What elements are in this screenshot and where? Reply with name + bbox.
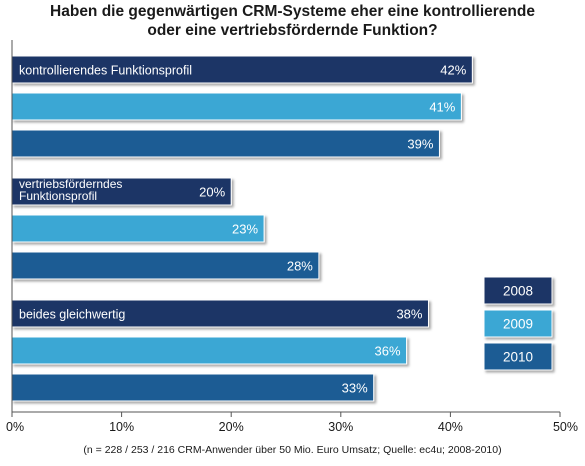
legend-swatch-2009 bbox=[483, 309, 553, 338]
bar-2010-cat3 bbox=[11, 373, 375, 402]
legend-label-2008: 2008 bbox=[503, 284, 533, 299]
bar-2009-cat3 bbox=[11, 336, 408, 365]
chart-title-line-2: oder eine vertriebsfördernde Funktion? bbox=[147, 22, 438, 39]
chart-title: Haben die gegenwärtigen CRM-Systeme eher… bbox=[0, 2, 585, 40]
bar-2010-cat1 bbox=[11, 129, 440, 158]
data-label-2008-cat2: 20% bbox=[199, 185, 225, 200]
legend-label-2010: 2010 bbox=[503, 350, 533, 365]
category-label-2-line-1: vertriebsförderndes bbox=[19, 177, 122, 191]
bar-2008-cat1 bbox=[11, 55, 473, 84]
category-label-3: beides gleichwertig bbox=[19, 308, 125, 322]
x-axis: 0% 10% 20% 30% 40% 50% bbox=[6, 40, 578, 434]
x-tick-label: 40% bbox=[438, 420, 463, 434]
data-label-2009-cat2: 23% bbox=[232, 222, 258, 237]
bar-2009-cat2 bbox=[11, 214, 265, 243]
data-label-2010-cat1: 39% bbox=[407, 137, 433, 152]
legend: 2008 2009 2010 bbox=[483, 276, 553, 371]
bar-2008-cat3 bbox=[11, 299, 429, 328]
bars-layer: 42% kontrollierendes Funktionsprofil 41% 39… bbox=[11, 55, 473, 402]
bar-2008-cat2 bbox=[11, 177, 232, 206]
category-label-2-line-2: Funktionsprofil bbox=[19, 189, 97, 203]
bar-2010-cat2 bbox=[11, 251, 320, 280]
data-label-2010-cat2: 28% bbox=[287, 259, 313, 274]
category-label-1: kontrollierendes Funktionsprofil bbox=[19, 64, 192, 78]
x-tick-label: 10% bbox=[109, 420, 134, 434]
data-label-2009-cat3: 36% bbox=[375, 344, 401, 359]
data-label-2008-cat1: 42% bbox=[440, 63, 466, 78]
x-tick-label: 30% bbox=[328, 420, 353, 434]
bar-2009-cat1 bbox=[11, 92, 462, 121]
data-label-2010-cat3: 33% bbox=[342, 381, 368, 396]
chart-title-line-1: Haben die gegenwärtigen CRM-Systeme eher… bbox=[50, 3, 535, 20]
x-tick-label: 0% bbox=[6, 420, 24, 434]
footnote: (n = 228 / 253 / 216 CRM-Anwender über 5… bbox=[83, 444, 502, 456]
x-tick-label: 20% bbox=[219, 420, 244, 434]
data-label-2008-cat3: 38% bbox=[396, 307, 422, 322]
legend-swatch-2010 bbox=[483, 342, 553, 371]
legend-label-2009: 2009 bbox=[503, 317, 533, 332]
data-label-2009-cat1: 41% bbox=[429, 100, 455, 115]
x-tick-label: 50% bbox=[553, 420, 578, 434]
legend-swatch-2008 bbox=[483, 276, 553, 305]
